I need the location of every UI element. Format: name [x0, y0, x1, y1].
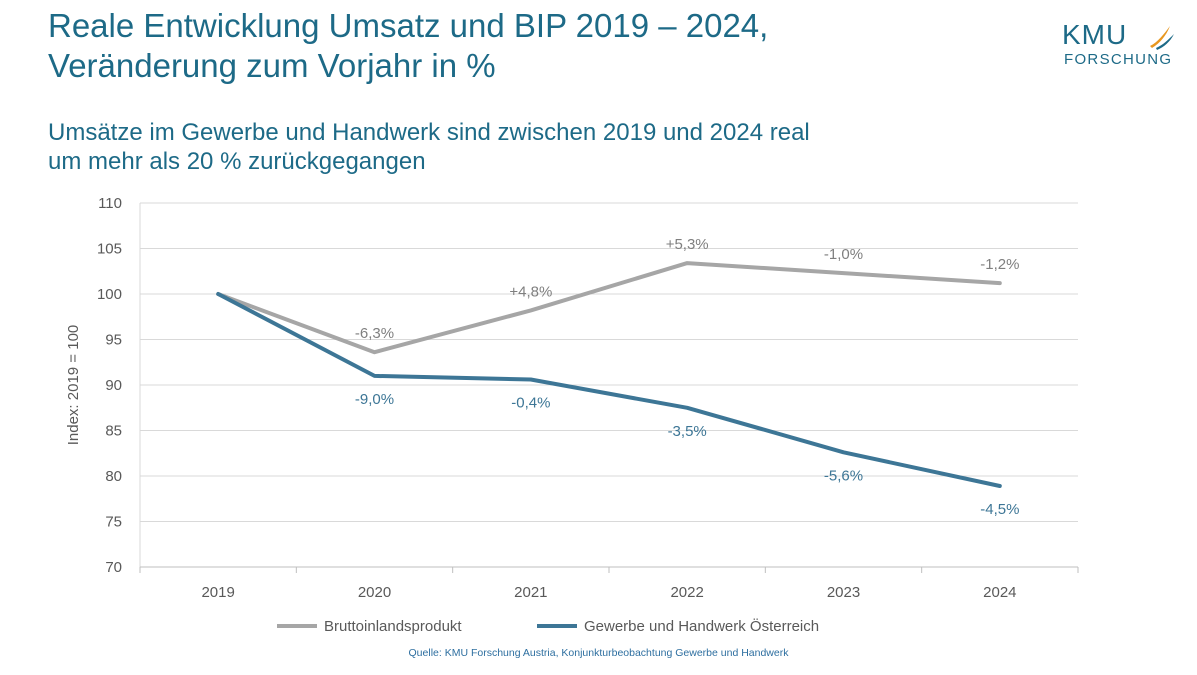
x-tick-label: 2020 — [358, 584, 391, 601]
data-label: -1,2% — [980, 256, 1019, 273]
source-note: Quelle: KMU Forschung Austria, Konjunktu… — [408, 647, 789, 659]
line-chart: 70 75 80 85 90 95 100 105 110 2019 2020 2021 2022 202… — [65, 195, 1079, 635]
data-label: -0,4% — [511, 395, 550, 412]
page-subtitle: Umsätze im Gewerbe und Handwerk sind zwi… — [48, 118, 810, 176]
y-tick-label: 105 — [97, 241, 122, 258]
data-label: -9,0% — [355, 391, 394, 408]
data-label: +5,3% — [666, 236, 709, 253]
series-line-bruttoinlandsprodukt — [216, 261, 1002, 355]
x-tick-label: 2022 — [670, 584, 703, 601]
y-tick-label: 100 — [97, 286, 122, 303]
y-tick-label: 85 — [105, 423, 122, 440]
x-tick-label: 2021 — [514, 584, 547, 601]
subtitle-line-1: Umsätze im Gewerbe und Handwerk sind zwi… — [48, 119, 810, 146]
data-label: -5,6% — [824, 467, 863, 484]
data-label: -3,5% — [668, 423, 707, 440]
subtitle-line-2: um mehr als 20 % zurückgegangen — [48, 148, 426, 175]
data-label: -1,0% — [824, 246, 863, 263]
data-label: -6,3% — [355, 325, 394, 342]
x-tick-label: 2019 — [201, 584, 234, 601]
y-tick-label: 75 — [105, 514, 122, 531]
y-tick-label: 95 — [105, 332, 122, 349]
x-tick-label: 2024 — [983, 584, 1016, 601]
y-tick-label: 110 — [98, 195, 122, 212]
kmu-forschung-logo: KMU FORSCHUNG — [1062, 20, 1182, 72]
y-tick-label: 70 — [105, 559, 122, 576]
series-layer — [216, 261, 1002, 488]
logo-brand-text: KMU — [1062, 19, 1128, 50]
legend-label-bruttoinlandsprodukt: Bruttoinlandsprodukt — [324, 618, 462, 635]
series-line-gewerbe-handwerk — [216, 292, 1002, 488]
grid-layer — [140, 202, 1078, 522]
y-tick-label: 80 — [105, 468, 122, 485]
y-axis-title: Index: 2019 = 100 — [65, 325, 82, 446]
y-tick-label: 90 — [105, 377, 122, 394]
data-label: +4,8% — [509, 283, 552, 300]
data-label-layer: -6,3% +4,8% +5,3% -1,0% -1,2% -9,0% -0,4% -3,5%… — [355, 236, 1020, 518]
title-line-2: Veränderung zum Vorjahr in % — [48, 47, 496, 84]
page-title: Reale Entwicklung Umsatz und BIP 2019 – … — [48, 6, 768, 86]
data-label: -4,5% — [980, 501, 1019, 518]
axis-layer: 70 75 80 85 90 95 100 105 110 2019 2020 2021 2022 202… — [65, 195, 1079, 601]
logo-subline-text: FORSCHUNG — [1064, 51, 1173, 68]
legend-label-gewerbe-handwerk: Gewerbe und Handwerk Österreich — [584, 617, 819, 635]
x-tick-label: 2023 — [827, 584, 860, 601]
kmu-bird-mark-icon — [1150, 26, 1174, 50]
title-line-1: Reale Entwicklung Umsatz und BIP 2019 – … — [48, 7, 769, 44]
legend: Bruttoinlandsprodukt Gewerbe und Handwerk… — [277, 617, 819, 635]
